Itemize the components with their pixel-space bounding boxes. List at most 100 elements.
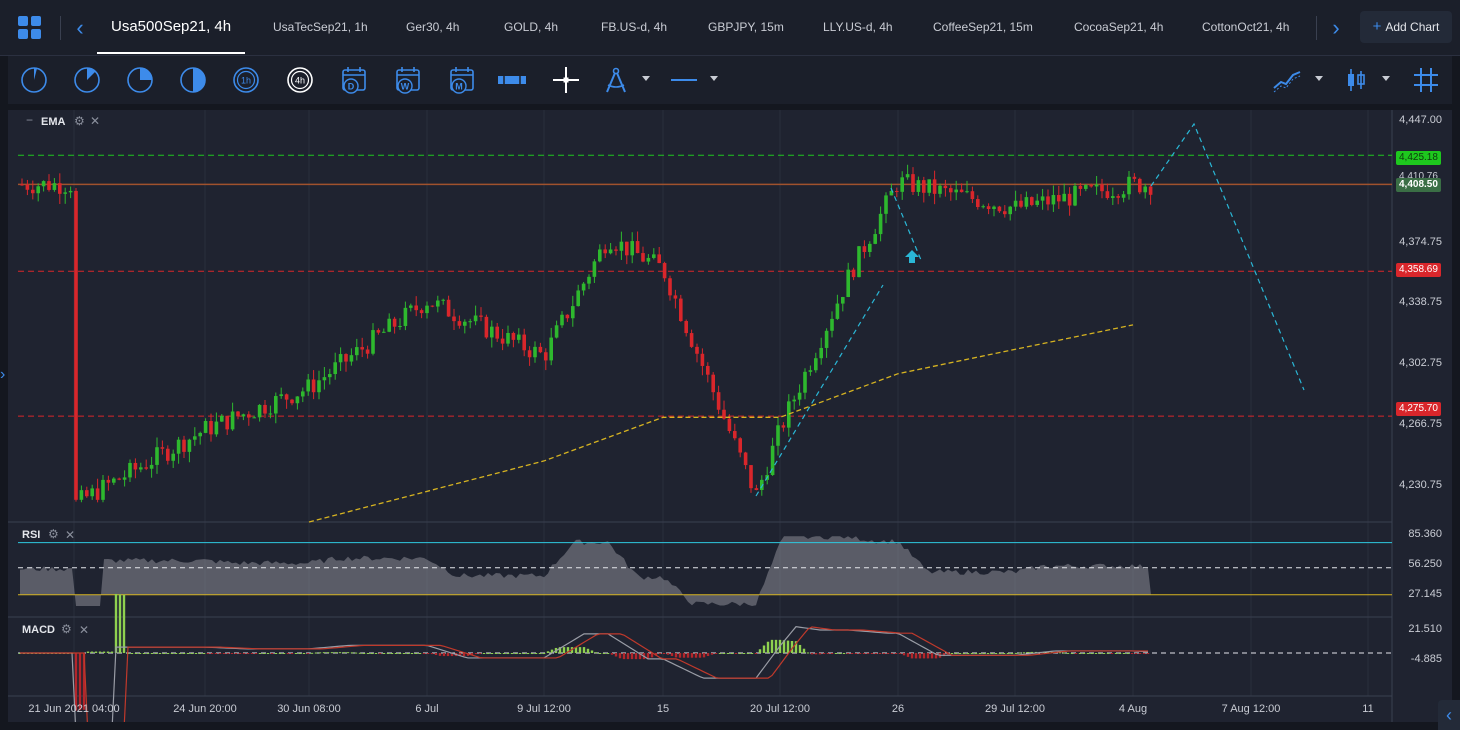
macd-histogram-bar bbox=[614, 653, 618, 657]
macd-histogram-bar bbox=[710, 653, 714, 655]
candlestick-icon[interactable] bbox=[1340, 64, 1372, 96]
macd-histogram-bar bbox=[534, 653, 538, 654]
tabs-prev-chevron-icon[interactable]: ‹ bbox=[76, 15, 84, 40]
tab-item[interactable]: CoffeeSep21, 15m bbox=[933, 20, 1033, 34]
calendar-month-label: M bbox=[455, 82, 463, 92]
macd-histogram-bar bbox=[342, 652, 346, 654]
macd-histogram-bar bbox=[190, 653, 194, 654]
candle-body bbox=[781, 425, 786, 428]
candle-body bbox=[295, 396, 300, 404]
tab-active[interactable]: Usa500Sep21, 4h bbox=[97, 0, 246, 54]
rsi-close-icon[interactable]: ✕ bbox=[65, 528, 76, 542]
collapse-chevron-icon[interactable]: ‹ bbox=[1438, 700, 1460, 730]
candle-body bbox=[166, 448, 170, 461]
clock-full-icon[interactable] bbox=[177, 64, 209, 96]
macd-histogram-bar bbox=[518, 653, 522, 654]
range-icon[interactable] bbox=[496, 64, 528, 96]
candle-body bbox=[851, 269, 856, 278]
macd-histogram-bar bbox=[1058, 652, 1062, 654]
remove-ema-close-icon[interactable]: ✕ bbox=[90, 114, 101, 128]
macd-histogram-bar bbox=[610, 653, 614, 655]
collapse-pane-icon[interactable]: − bbox=[26, 113, 34, 127]
settings-gear-icon[interactable]: ⚙ bbox=[74, 114, 85, 128]
chart-tabs: Usa500Sep21, 4h UsaTecSep21, 1h Ger30, 4… bbox=[96, 0, 1326, 56]
tab-item[interactable]: Ger30, 4h bbox=[406, 20, 460, 34]
macd-histogram-bar bbox=[826, 653, 830, 654]
add-chart-button[interactable]: + Add Chart bbox=[1360, 11, 1452, 43]
macd-histogram-bar bbox=[654, 653, 658, 656]
drawing-tools-chevron-down-icon[interactable] bbox=[642, 76, 650, 81]
macd-histogram-bar bbox=[442, 653, 446, 657]
candle-body bbox=[760, 479, 764, 491]
macd-settings-gear-icon[interactable]: ⚙ bbox=[61, 622, 72, 636]
time-axis-label: 4 Aug bbox=[1118, 703, 1148, 715]
chart-type-line-icon[interactable] bbox=[1271, 64, 1303, 96]
macd-histogram-bar bbox=[418, 653, 422, 654]
grid-icon[interactable] bbox=[1410, 64, 1442, 96]
macd-histogram-bar bbox=[1146, 653, 1150, 654]
tab-item[interactable]: FB.US-d, 4h bbox=[601, 20, 668, 34]
tab-item[interactable]: GOLD, 4h bbox=[504, 20, 559, 34]
macd-histogram-bar bbox=[1142, 653, 1146, 654]
candle-body bbox=[959, 189, 964, 193]
candle-body bbox=[592, 261, 597, 277]
tab-item[interactable]: LLY.US-d, 4h bbox=[823, 20, 893, 34]
candle-body bbox=[1100, 184, 1104, 192]
timeframe-1h-icon[interactable]: 1h bbox=[230, 64, 262, 96]
line-style-chevron-down-icon[interactable] bbox=[710, 76, 718, 81]
crosshair-icon[interactable] bbox=[550, 64, 582, 96]
candle-body bbox=[301, 391, 305, 397]
macd-close-icon[interactable]: ✕ bbox=[79, 623, 90, 637]
macd-histogram-bar bbox=[562, 647, 566, 653]
time-axis-label: 24 Jun 20:00 bbox=[173, 703, 237, 715]
clock-half-icon[interactable] bbox=[71, 64, 103, 96]
macd-histogram-bar bbox=[1062, 652, 1066, 654]
chart-canvas[interactable] bbox=[8, 110, 1452, 722]
macd-histogram-bar bbox=[90, 651, 94, 653]
ema-line bbox=[308, 324, 1134, 523]
calendar-week-icon[interactable]: W bbox=[392, 64, 424, 96]
timeframe-4h-icon[interactable]: 4h bbox=[284, 64, 316, 96]
macd-histogram-bar bbox=[326, 652, 330, 654]
macd-histogram-bar bbox=[850, 653, 854, 654]
tab-item[interactable]: GBPJPY, 15m bbox=[708, 20, 784, 34]
candle-body bbox=[220, 415, 224, 422]
macd-histogram-bar bbox=[834, 653, 838, 654]
chart-type-chevron-down-icon[interactable] bbox=[1315, 76, 1323, 81]
calendar-month-icon[interactable]: M bbox=[446, 64, 478, 96]
calendar-day-icon[interactable]: D bbox=[338, 64, 370, 96]
clock-three-quarter-icon[interactable] bbox=[124, 64, 156, 96]
rsi-settings-gear-icon[interactable]: ⚙ bbox=[48, 527, 59, 541]
candle-body bbox=[895, 190, 899, 192]
candle-body bbox=[95, 488, 100, 500]
candle-body bbox=[176, 439, 181, 454]
candle-type-chevron-down-icon[interactable] bbox=[1382, 76, 1390, 81]
candle-body bbox=[214, 421, 219, 435]
macd-histogram-bar bbox=[250, 653, 254, 654]
macd-histogram-bar bbox=[830, 653, 834, 654]
candle-body bbox=[1019, 200, 1023, 207]
candle-body bbox=[365, 349, 370, 354]
tab-item[interactable]: CocoaSep21, 4h bbox=[1074, 20, 1164, 34]
chart-panel[interactable]: − EMA ⚙ ✕ RSI ⚙ ✕ MACD ⚙ ✕ 4,447.00 4,37… bbox=[8, 110, 1452, 722]
tab-item[interactable]: UsaTecSep21, 1h bbox=[273, 20, 368, 34]
layout-grid-icon[interactable] bbox=[18, 16, 42, 40]
macd-histogram-bar bbox=[530, 653, 534, 654]
price-tag-red-lower: 4,275.70 bbox=[1396, 402, 1441, 416]
drawing-compass-icon[interactable] bbox=[600, 64, 632, 96]
candle-body bbox=[841, 297, 845, 304]
candle-body bbox=[560, 314, 564, 326]
candle-body bbox=[1030, 197, 1034, 205]
macd-histogram-bar bbox=[314, 652, 318, 654]
side-panel-expand-icon[interactable]: › bbox=[0, 366, 6, 383]
line-style-icon[interactable] bbox=[668, 64, 700, 96]
macd-histogram-bar bbox=[406, 653, 410, 654]
tabs-next-chevron-icon[interactable]: › bbox=[1332, 15, 1340, 40]
candle-body bbox=[317, 380, 321, 393]
tab-item[interactable]: CottonOct21, 4h bbox=[1202, 20, 1290, 34]
candle-body bbox=[722, 409, 726, 419]
clock-quarter-icon[interactable] bbox=[18, 64, 50, 96]
candle-body bbox=[689, 333, 694, 347]
candle-body bbox=[20, 184, 24, 186]
macd-histogram-bar bbox=[1130, 653, 1134, 654]
